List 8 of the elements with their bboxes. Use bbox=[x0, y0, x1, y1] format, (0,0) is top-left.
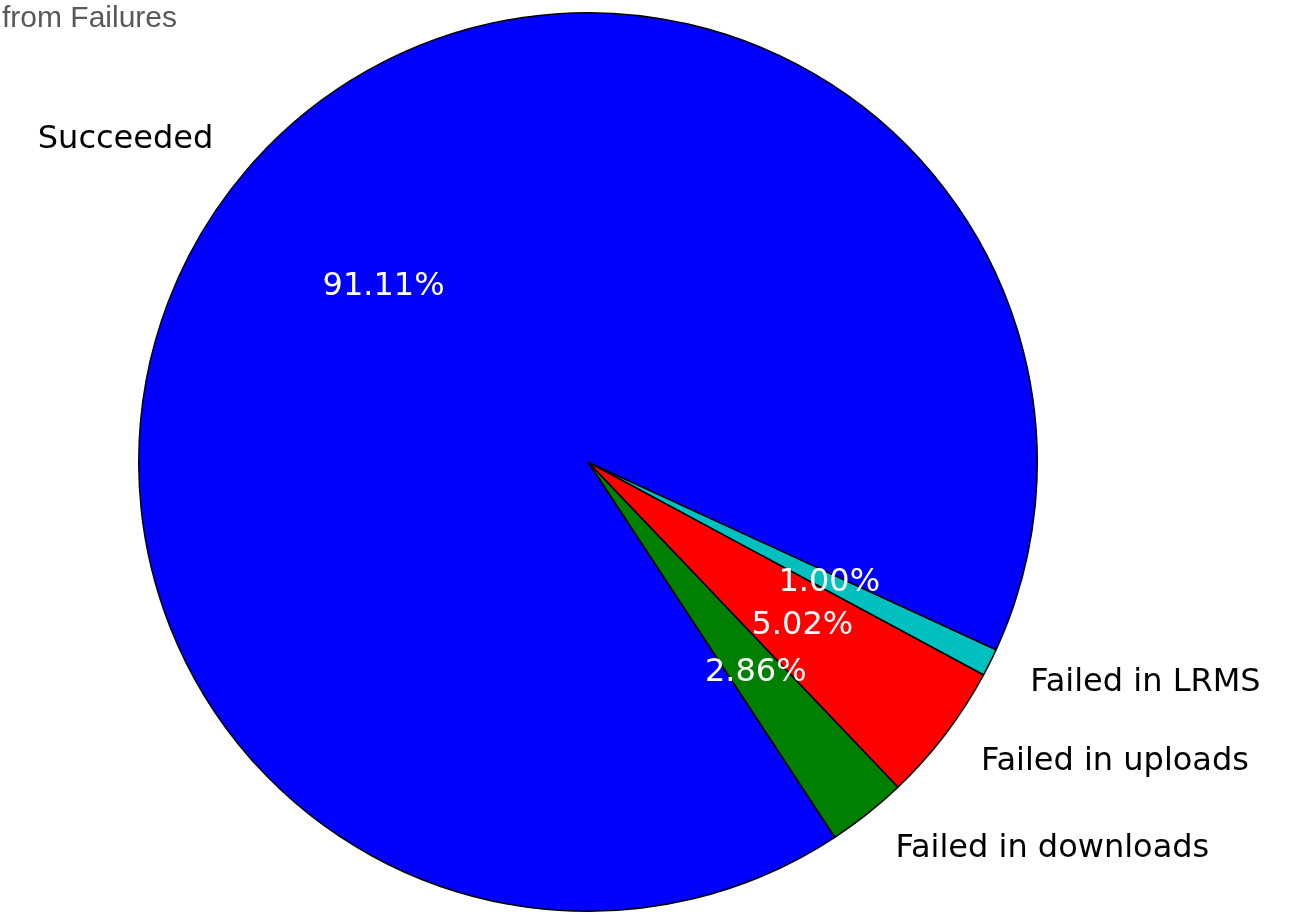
slice-label: Failed in LRMS bbox=[1030, 660, 1261, 699]
chart-title: from Failures bbox=[2, 0, 178, 34]
data-label: 5.02% bbox=[751, 603, 854, 642]
data-label: 91.11% bbox=[322, 264, 445, 303]
data-label: 1.00% bbox=[778, 560, 881, 599]
slice-label: Succeeded bbox=[37, 118, 214, 157]
slice-label: Failed in downloads bbox=[895, 827, 1210, 866]
slice-label: Failed in uploads bbox=[980, 740, 1249, 779]
